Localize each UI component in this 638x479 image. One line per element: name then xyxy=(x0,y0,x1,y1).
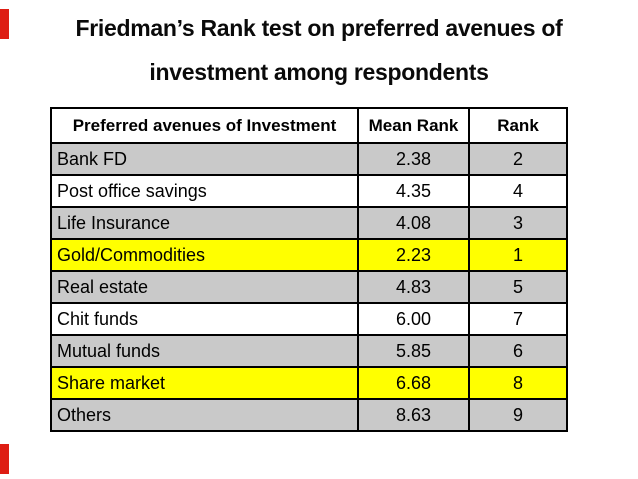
rank-cell: 5 xyxy=(468,270,568,304)
rank-cell: 1 xyxy=(468,238,568,272)
mean-rank-cell: 2.23 xyxy=(357,238,470,272)
table-row: Others 8.63 9 xyxy=(50,398,568,432)
red-accent-bar-top-left xyxy=(0,9,9,39)
avenue-cell: Share market xyxy=(50,366,359,400)
mean-rank-cell: 4.08 xyxy=(357,206,470,240)
rank-table: Preferred avenues of Investment Mean Ran… xyxy=(50,107,568,432)
table-row-highlighted: Gold/Commodities 2.23 1 xyxy=(50,238,568,272)
rank-cell: 4 xyxy=(468,174,568,208)
table-row: Post office savings 4.35 4 xyxy=(50,174,568,208)
mean-rank-cell: 4.83 xyxy=(357,270,470,304)
table-header-row: Preferred avenues of Investment Mean Ran… xyxy=(50,107,568,144)
avenue-cell: Others xyxy=(50,398,359,432)
avenue-cell: Bank FD xyxy=(50,142,359,176)
avenue-cell: Life Insurance xyxy=(50,206,359,240)
red-accent-bar-bottom-left xyxy=(0,444,9,474)
header-mean-rank: Mean Rank xyxy=(357,107,470,144)
slide-title-line1: Friedman’s Rank test on preferred avenue… xyxy=(75,15,563,41)
header-rank: Rank xyxy=(468,107,568,144)
avenue-cell: Post office savings xyxy=(50,174,359,208)
avenue-cell: Chit funds xyxy=(50,302,359,336)
table-row: Mutual funds 5.85 6 xyxy=(50,334,568,368)
slide-title-line2: investment among respondents xyxy=(149,59,489,85)
table-row: Life Insurance 4.08 3 xyxy=(50,206,568,240)
avenue-cell: Mutual funds xyxy=(50,334,359,368)
rank-cell: 9 xyxy=(468,398,568,432)
slide-title: Friedman’s Rank test on preferred avenue… xyxy=(0,6,638,94)
rank-cell: 2 xyxy=(468,142,568,176)
table-row: Real estate 4.83 5 xyxy=(50,270,568,304)
rank-table-container: Preferred avenues of Investment Mean Ran… xyxy=(50,107,568,432)
table-row: Chit funds 6.00 7 xyxy=(50,302,568,336)
mean-rank-cell: 5.85 xyxy=(357,334,470,368)
rank-cell: 6 xyxy=(468,334,568,368)
mean-rank-cell: 4.35 xyxy=(357,174,470,208)
table-row-highlighted: Share market 6.68 8 xyxy=(50,366,568,400)
rank-cell: 8 xyxy=(468,366,568,400)
table-row: Bank FD 2.38 2 xyxy=(50,142,568,176)
header-avenues: Preferred avenues of Investment xyxy=(50,107,359,144)
rank-cell: 3 xyxy=(468,206,568,240)
avenue-cell: Real estate xyxy=(50,270,359,304)
mean-rank-cell: 6.68 xyxy=(357,366,470,400)
avenue-cell: Gold/Commodities xyxy=(50,238,359,272)
mean-rank-cell: 2.38 xyxy=(357,142,470,176)
mean-rank-cell: 6.00 xyxy=(357,302,470,336)
rank-cell: 7 xyxy=(468,302,568,336)
mean-rank-cell: 8.63 xyxy=(357,398,470,432)
